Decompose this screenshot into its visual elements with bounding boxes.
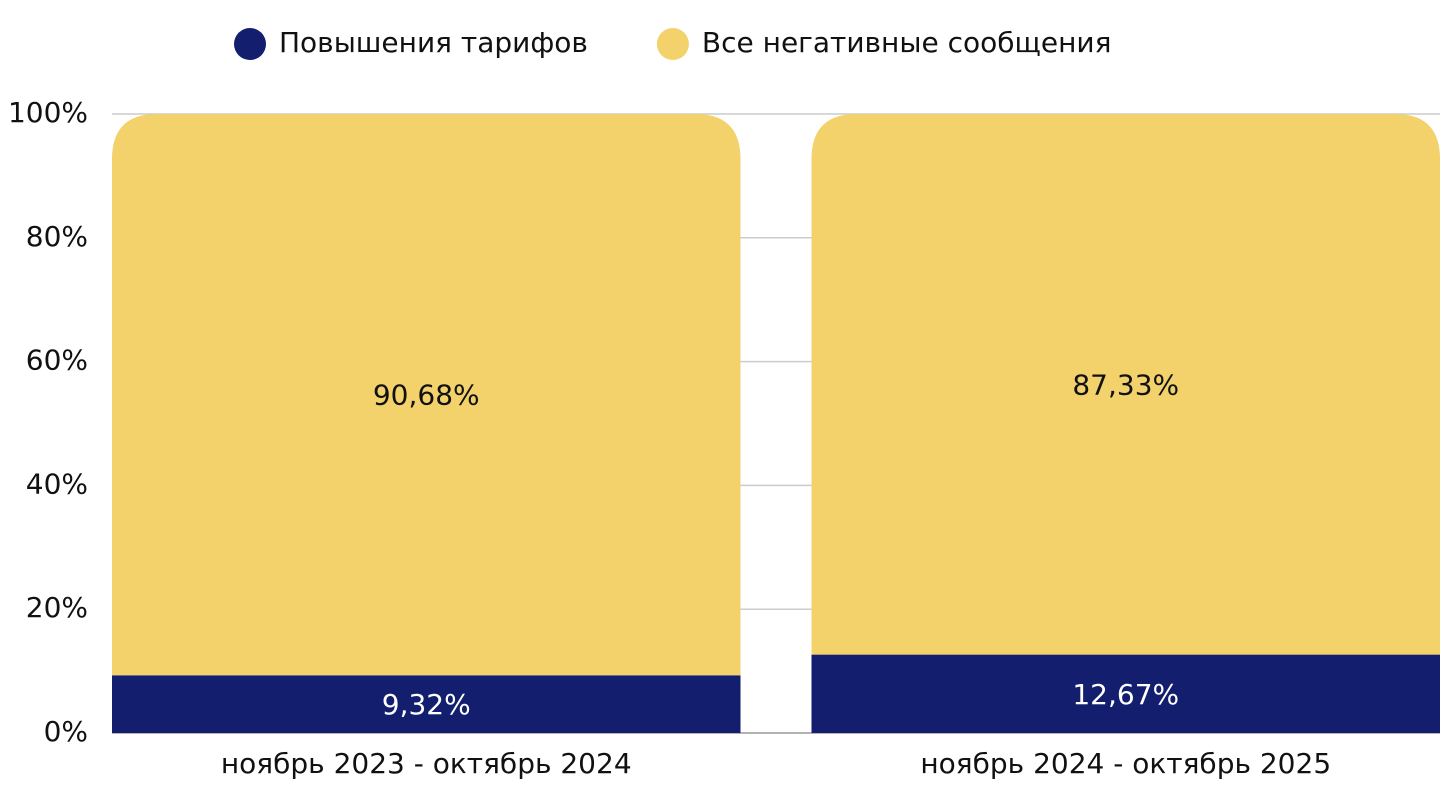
legend-label: Повышения тарифов xyxy=(279,26,588,59)
y-tick-label: 0% xyxy=(44,715,88,748)
y-tick-label: 60% xyxy=(26,344,88,377)
data-label: 12,67% xyxy=(1072,678,1179,711)
bar-segment xyxy=(811,654,1440,733)
legend-marker xyxy=(656,28,689,60)
bar-segment xyxy=(811,114,1440,655)
x-tick-label: ноябрь 2023 - октябрь 2024 xyxy=(221,747,632,780)
legend-label: Все негативные сообщения xyxy=(702,26,1112,59)
y-tick-label: 80% xyxy=(26,220,88,253)
x-tick-label: ноябрь 2024 - октябрь 2025 xyxy=(920,747,1331,780)
data-label: 87,33% xyxy=(1072,368,1179,401)
bar-segment xyxy=(112,675,741,733)
y-tick-label: 100% xyxy=(8,96,88,129)
bar-segment xyxy=(112,114,741,676)
data-label: 9,32% xyxy=(382,688,471,721)
legend-marker xyxy=(234,28,266,60)
y-tick-label: 40% xyxy=(26,467,88,500)
data-label: 90,68% xyxy=(373,379,480,412)
y-tick-label: 20% xyxy=(26,591,88,624)
